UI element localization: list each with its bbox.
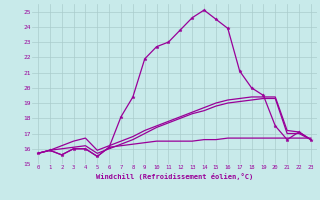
- X-axis label: Windchill (Refroidissement éolien,°C): Windchill (Refroidissement éolien,°C): [96, 173, 253, 180]
